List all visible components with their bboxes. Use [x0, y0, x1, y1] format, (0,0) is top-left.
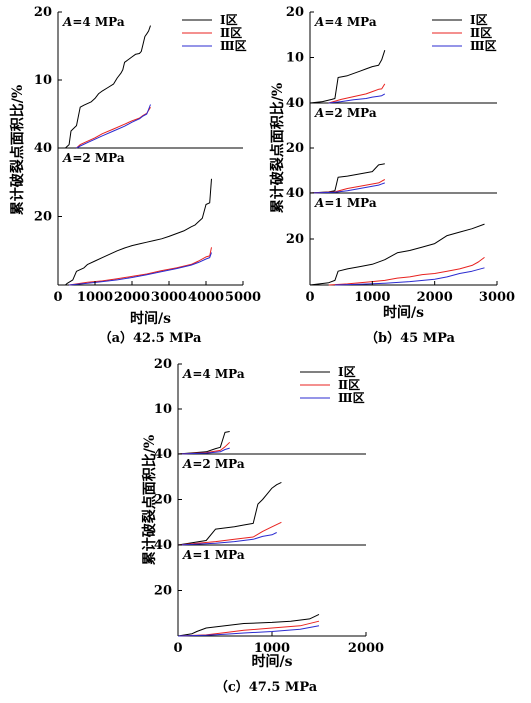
x-tick-label: 1000	[254, 641, 290, 656]
subfigure-caption: （a）42.5 MPa	[99, 330, 202, 346]
series-line-zone2	[177, 441, 231, 455]
y-axis-label: 累计破裂点面积比/%	[9, 85, 26, 215]
series-line-zone2	[177, 521, 282, 546]
x-tick-label: 1000	[77, 290, 113, 305]
panel-label: A=1 MPa	[182, 548, 245, 562]
series-line-zone3	[177, 447, 230, 455]
legend-label-zone2: Ⅱ区	[470, 26, 492, 40]
y-tick-label: 20	[34, 210, 52, 225]
series-line-zone3	[309, 182, 385, 194]
legend-label-zone3: Ⅲ区	[338, 391, 365, 405]
panel-label: A=2 MPa	[314, 106, 377, 120]
y-tick-label: 40	[286, 96, 304, 111]
x-tick-label: 2000	[348, 641, 384, 656]
x-tick-label: 4000	[188, 290, 224, 305]
series-line-zone1	[177, 613, 320, 637]
y-tick-label: 20	[286, 232, 304, 247]
legend-label-zone1: Ⅰ区	[220, 13, 238, 27]
series-line-zone2	[69, 247, 212, 286]
series-line-zone1	[309, 163, 385, 194]
y-tick-label: 10	[34, 73, 52, 88]
series-line-zone3	[334, 267, 485, 286]
y-tick-label: 20	[154, 357, 172, 372]
x-axis-label: 时间/s	[252, 653, 293, 670]
y-tick-label: 20	[154, 493, 172, 508]
y-tick-label: 10	[154, 402, 172, 417]
series-line-zone1	[309, 50, 386, 104]
series-line-zone1	[177, 431, 230, 455]
series-line-zone3	[69, 252, 212, 286]
x-tick-label: 0	[305, 290, 314, 305]
series-line-zone3	[177, 532, 277, 546]
subfigure-caption: （b）45 MPa	[365, 330, 456, 346]
legend-label-zone3: Ⅲ区	[220, 39, 247, 53]
legend-label-zone2: Ⅱ区	[338, 378, 360, 392]
x-tick-label: 3000	[479, 290, 515, 305]
legend-label-zone2: Ⅱ区	[220, 26, 242, 40]
subfigure-1: 20 10 A=4 MPa 40 20 A=2 MPa 0 1000 2000 3000 4000 5…	[9, 5, 261, 346]
series-line-zone3	[177, 625, 320, 637]
subfigure-2: 20 10 A=4 MPa 40 20 A=2 MPa 40 20 A=1 MPa 0 1000 20…	[269, 5, 515, 346]
series-line-zone1	[65, 25, 151, 149]
legend-label-zone1: Ⅰ区	[470, 13, 488, 27]
y-tick-label: 40	[154, 538, 172, 553]
legend-label-zone3: Ⅲ区	[470, 39, 497, 53]
y-tick-label: 20	[154, 584, 172, 599]
series-line-zone2	[328, 83, 386, 104]
y-tick-label: 20	[34, 5, 52, 20]
y-tick-label: 20	[286, 141, 304, 156]
x-tick-label: 3000	[151, 290, 187, 305]
x-tick-label: 0	[53, 290, 62, 305]
series-line-zone1	[65, 178, 212, 286]
series-line-zone3	[76, 104, 151, 149]
x-tick-label: 0	[173, 641, 182, 656]
x-axis-label: 时间/s	[130, 310, 171, 327]
panel-label: A=4 MPa	[182, 367, 245, 381]
panel-label: A=2 MPa	[182, 457, 245, 471]
subfigure-caption: （c）47.5 MPa	[215, 679, 318, 695]
panel-label: A=2 MPa	[62, 151, 125, 165]
x-tick-label: 1000	[354, 290, 390, 305]
x-tick-label: 2000	[114, 290, 150, 305]
y-tick-label: 40	[286, 186, 304, 201]
y-tick-label: 40	[34, 141, 52, 156]
y-axis-label: 累计破裂点面积比/%	[141, 435, 158, 565]
x-tick-label: 2000	[417, 290, 453, 305]
panel-label: A=4 MPa	[314, 15, 377, 29]
panel-label: A=1 MPa	[314, 196, 377, 210]
legend-label-zone1: Ⅰ区	[338, 365, 356, 379]
y-tick-label: 40	[154, 447, 172, 462]
panel-label: A=4 MPa	[62, 15, 125, 29]
y-axis-label: 累计破裂点面积比/%	[269, 83, 286, 213]
subfigure-3: 20 10 A=4 MPa 40 20 A=2 MPa 40 20 A=1 MPa 0 1000 20…	[141, 357, 384, 695]
x-tick-label: 5000	[225, 290, 261, 305]
y-tick-label: 20	[286, 5, 304, 20]
y-tick-label: 10	[286, 51, 304, 66]
series-line-zone3	[328, 93, 386, 104]
series-line-zone1	[177, 481, 282, 546]
series-line-zone1	[309, 223, 485, 286]
series-line-zone2	[76, 106, 151, 149]
series-line-zone2	[328, 256, 485, 286]
x-axis-label: 时间/s	[383, 304, 424, 321]
